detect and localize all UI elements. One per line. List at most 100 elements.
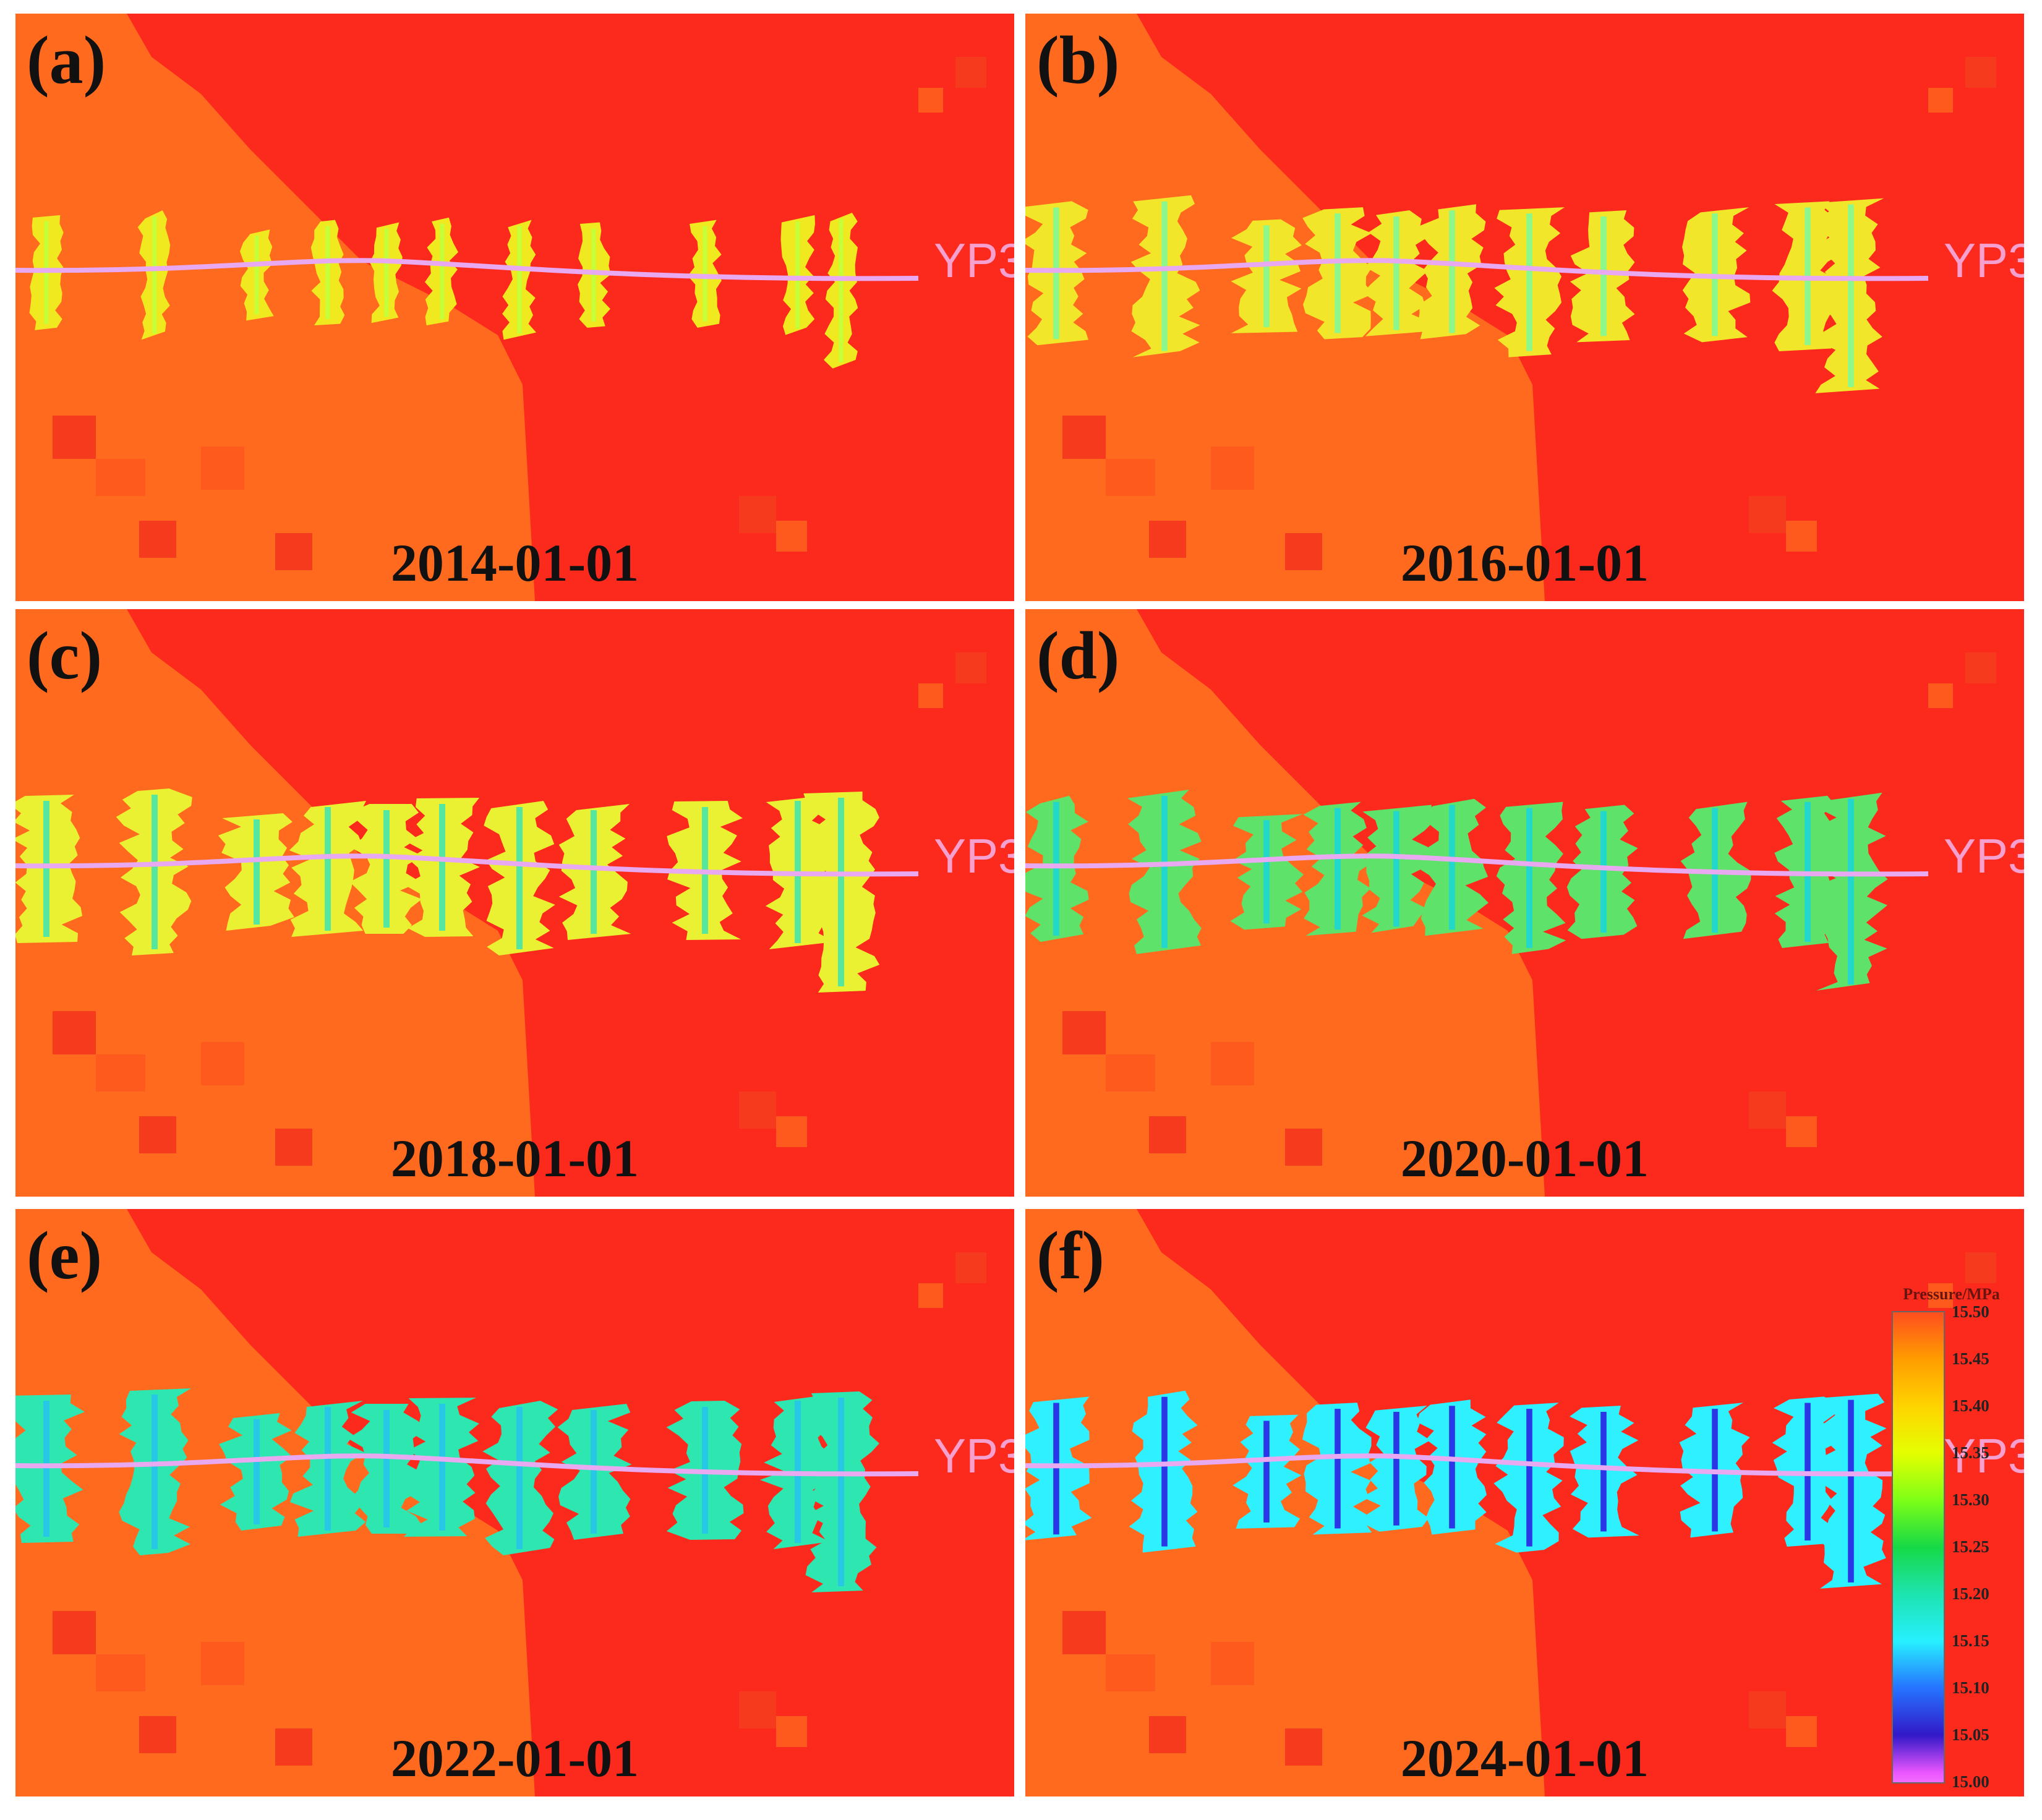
grid-cell [1285, 1728, 1322, 1766]
panel-date: 2020-01-01 [1400, 1129, 1649, 1188]
grid-cell [96, 1654, 145, 1691]
well-name-label: YP3 [1944, 1429, 2024, 1483]
pressure-field [15, 609, 986, 1197]
grid-cell [918, 88, 943, 113]
well-name-label: YP3 [934, 233, 1014, 288]
grid-cell [275, 533, 312, 570]
grid-cell [1928, 1283, 1953, 1308]
well-name-label: YP3 [1944, 829, 2024, 883]
grid-cell [739, 1691, 776, 1728]
legend-tick-label: 15.35 [1952, 1443, 1989, 1462]
grid-cell [1786, 1116, 1817, 1147]
simulation-panel-d: (d) YP3 2020-01-01 [1025, 609, 2024, 1197]
grid-cell [201, 446, 244, 490]
panel-label: (f) [1036, 1218, 1104, 1293]
panel-label: (a) [27, 22, 106, 98]
grid-cell [53, 416, 96, 459]
simulation-panel-e: (e) YP3 2022-01-01 [15, 1209, 1014, 1797]
legend-title: Pressure/MPa [1903, 1285, 2000, 1303]
legend-tick-label: 15.40 [1952, 1396, 1989, 1415]
wellbore-line [15, 258, 919, 281]
grid-cell [1786, 521, 1817, 552]
panel-label: (e) [27, 1218, 103, 1293]
legend-tick-label: 15.05 [1952, 1725, 1989, 1744]
grid-cell [96, 1054, 145, 1092]
simulation-panel-c: (c) YP3 2018-01-01 [15, 609, 1014, 1197]
legend-tick-label: 15.30 [1952, 1490, 1989, 1509]
simulation-panel-b: (b) YP3 2016-01-01 [1025, 14, 2024, 601]
grid-cell [201, 1042, 244, 1085]
grid-cell [139, 521, 176, 558]
grid-cell [1965, 57, 1996, 88]
grid-cell [275, 1728, 312, 1766]
grid-cell [1062, 1011, 1106, 1054]
grid-cell [139, 1116, 176, 1153]
grid-cell [1062, 1611, 1106, 1654]
grid-cell [1149, 1116, 1186, 1153]
grid-cell [1285, 1129, 1322, 1166]
panel-date: 2018-01-01 [390, 1129, 639, 1188]
grid-cell [739, 496, 776, 533]
low-pressure-region [1025, 1209, 1545, 1797]
grid-cell [1211, 446, 1254, 490]
panel-date: 2014-01-01 [390, 533, 639, 592]
simulation-panel-f: (f) YP3 2024-01-01 [1025, 1209, 2024, 1797]
grid-cell [1285, 533, 1322, 570]
wellbore-line [1025, 258, 1929, 281]
grid-cell [1786, 1716, 1817, 1747]
pressure-legend: Pressure/MPa 15.50 15.45 15.40 15.35 15.30 15… [1879, 1285, 2024, 1792]
panel-date: 2022-01-01 [390, 1728, 639, 1788]
grid-cell [1211, 1642, 1254, 1685]
grid-cell [955, 57, 986, 88]
legend-tick-label: 15.00 [1952, 1772, 1989, 1791]
legend-tick-label: 15.15 [1952, 1631, 1989, 1650]
fracture-zone [15, 1395, 85, 1543]
grid-cell [776, 1716, 807, 1747]
grid-cell [918, 1283, 943, 1308]
low-pressure-region [15, 14, 535, 601]
grid-cell [1106, 1654, 1155, 1691]
grid-cell [776, 1116, 807, 1147]
grid-cell [201, 1642, 244, 1685]
panel-label: (c) [27, 618, 103, 693]
panel-label: (d) [1036, 618, 1120, 693]
grid-cell [1928, 88, 1953, 113]
grid-cell [1749, 1092, 1786, 1129]
legend-tick-label: 15.20 [1952, 1584, 1989, 1603]
wellbore-line [1025, 853, 1929, 877]
grid-cell [955, 1252, 986, 1283]
panel-label: (b) [1036, 22, 1120, 98]
simulation-panel-a: (a) YP3 2014-01-01 [15, 14, 1014, 601]
well-name-label: YP3 [934, 1429, 1014, 1483]
grid-cell [1749, 1691, 1786, 1728]
grid-cell [1965, 652, 1996, 683]
grid-cell [53, 1611, 96, 1654]
pressure-field [1025, 14, 1996, 601]
grid-cell [1149, 1716, 1186, 1753]
grid-cell [1106, 459, 1155, 496]
legend-tick-label: 15.10 [1952, 1678, 1989, 1697]
pressure-field [15, 14, 986, 601]
grid-cell [96, 459, 145, 496]
panel-date: 2024-01-01 [1400, 1728, 1649, 1788]
grid-cell [739, 1092, 776, 1129]
grid-cell [1106, 1054, 1155, 1092]
grid-cell [918, 683, 943, 708]
grid-cell [53, 1011, 96, 1054]
well-name-label: YP3 [1944, 233, 2024, 288]
legend-colorbar [1892, 1311, 1945, 1784]
wellbore-line [1025, 1453, 1929, 1477]
grid-cell [1062, 416, 1106, 459]
pressure-field [1025, 1209, 1996, 1797]
grid-cell [1965, 1252, 1996, 1283]
grid-cell [1749, 496, 1786, 533]
wellbore-line [15, 853, 919, 877]
grid-cell [1211, 1042, 1254, 1085]
grid-cell [776, 521, 807, 552]
legend-tick-label: 15.50 [1952, 1302, 1989, 1321]
grid-cell [1149, 521, 1186, 558]
wellbore-line [15, 1453, 919, 1477]
pressure-field [1025, 609, 1996, 1197]
well-name-label: YP3 [934, 829, 1014, 883]
panel-date: 2016-01-01 [1400, 533, 1649, 592]
